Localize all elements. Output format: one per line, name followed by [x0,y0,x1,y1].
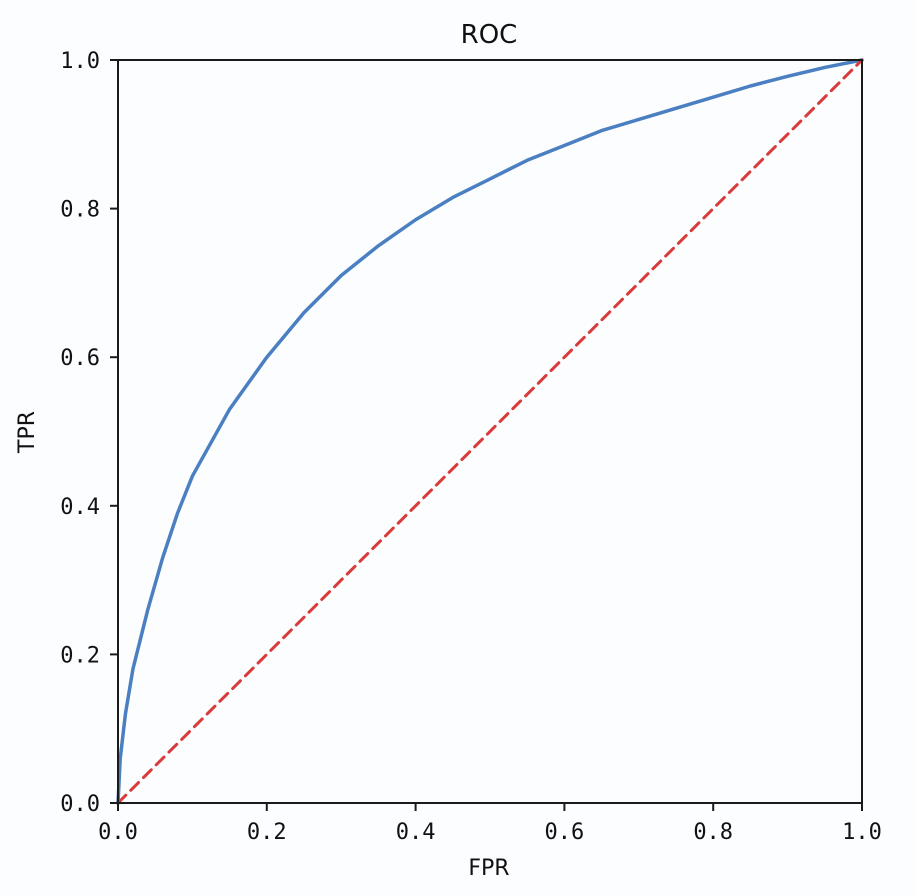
y-tick-label: 0.0 [60,792,100,817]
plot-frame [117,59,863,804]
x-tick-label: 0.2 [247,820,287,845]
x-tick-label: 0.6 [545,820,585,845]
roc-curve-line [116,58,864,805]
y-tick-label: 0.6 [60,346,100,371]
y-tick-label: 0.8 [60,198,100,223]
x-tick-label: 1.0 [842,820,882,845]
x-tick-label: 0.0 [98,820,138,845]
x-tick-label: 0.8 [693,820,733,845]
plot-layer: 0.0 0.2 0.4 0.6 0.8 1.0 0.0 0.2 0.4 0.6 0.8 1.0 [60,49,882,845]
chart-title: ROC [461,20,518,50]
y-tick-label: 0.4 [60,495,100,520]
diagonal-reference-line [116,58,864,805]
x-axis-label: FPR [468,856,509,881]
y-tick-label: 1.0 [60,49,100,74]
x-tick-label: 0.4 [396,820,436,845]
y-axis-label: TPR [15,411,40,454]
y-tick-label: 0.2 [60,643,100,668]
